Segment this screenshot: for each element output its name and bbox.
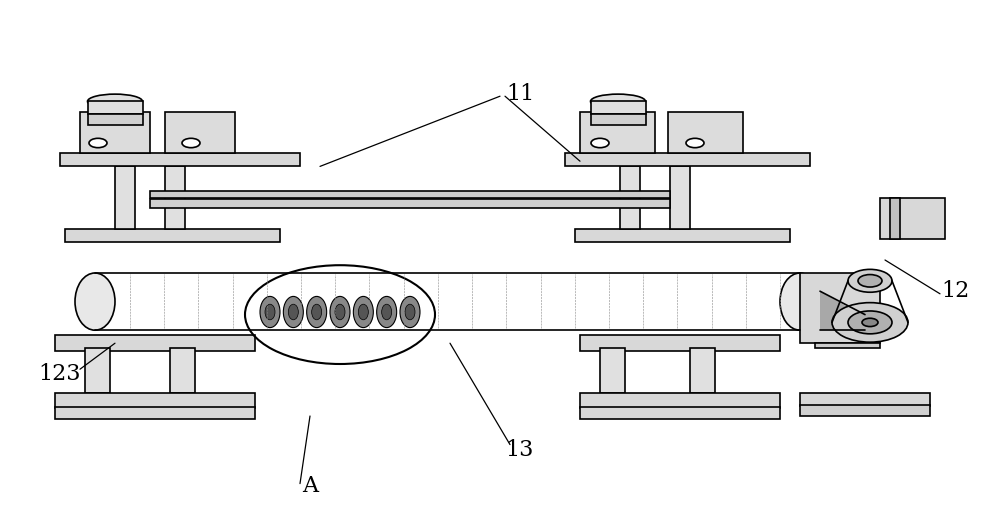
Bar	[670, 166, 690, 229]
Text: 13: 13	[506, 439, 534, 461]
Bar	[580, 112, 655, 153]
Ellipse shape	[377, 296, 397, 328]
Circle shape	[862, 318, 878, 327]
Circle shape	[89, 138, 107, 148]
Circle shape	[182, 138, 200, 148]
Circle shape	[858, 275, 882, 287]
Bar	[165, 112, 235, 153]
Bar	[591, 101, 646, 114]
Bar	[115, 166, 135, 229]
Bar	[55, 393, 255, 408]
Bar	[620, 166, 640, 229]
Circle shape	[832, 303, 908, 342]
Text: A: A	[302, 475, 318, 497]
Ellipse shape	[265, 304, 275, 320]
Bar	[690, 348, 715, 393]
Bar	[815, 343, 880, 348]
Ellipse shape	[312, 304, 322, 320]
Bar	[880, 198, 945, 239]
Bar	[580, 335, 780, 351]
Bar	[800, 405, 930, 416]
Bar	[80, 112, 150, 153]
Bar	[890, 198, 900, 239]
Ellipse shape	[358, 304, 368, 320]
Circle shape	[686, 138, 704, 148]
Ellipse shape	[382, 304, 392, 320]
Ellipse shape	[330, 296, 350, 328]
Bar	[85, 348, 110, 393]
Bar	[580, 393, 780, 408]
Ellipse shape	[353, 296, 373, 328]
Bar	[55, 335, 255, 351]
Bar	[65, 229, 280, 242]
Ellipse shape	[75, 273, 115, 330]
Ellipse shape	[260, 296, 280, 328]
Bar	[591, 114, 646, 125]
Bar	[575, 229, 790, 242]
Text: 123: 123	[39, 363, 81, 385]
Bar	[580, 407, 780, 419]
Text: 12: 12	[941, 280, 969, 302]
Bar	[60, 153, 300, 166]
Bar	[150, 191, 670, 198]
Ellipse shape	[400, 296, 420, 328]
Bar	[565, 153, 810, 166]
Ellipse shape	[335, 304, 345, 320]
Text: 11: 11	[506, 83, 534, 105]
Circle shape	[848, 269, 892, 292]
Ellipse shape	[405, 304, 415, 320]
Bar	[800, 393, 930, 406]
Bar	[668, 112, 743, 153]
Ellipse shape	[780, 273, 820, 330]
Ellipse shape	[590, 94, 646, 109]
Bar	[55, 407, 255, 419]
Polygon shape	[820, 291, 865, 330]
Bar	[600, 348, 625, 393]
Ellipse shape	[288, 304, 298, 320]
Circle shape	[848, 311, 892, 334]
Bar	[170, 348, 195, 393]
Bar	[150, 199, 670, 208]
Ellipse shape	[307, 296, 327, 328]
Ellipse shape	[88, 94, 143, 109]
Ellipse shape	[283, 296, 303, 328]
Bar	[88, 101, 143, 114]
Circle shape	[591, 138, 609, 148]
Bar	[165, 166, 185, 229]
Bar	[88, 114, 143, 125]
Bar	[800, 273, 880, 343]
